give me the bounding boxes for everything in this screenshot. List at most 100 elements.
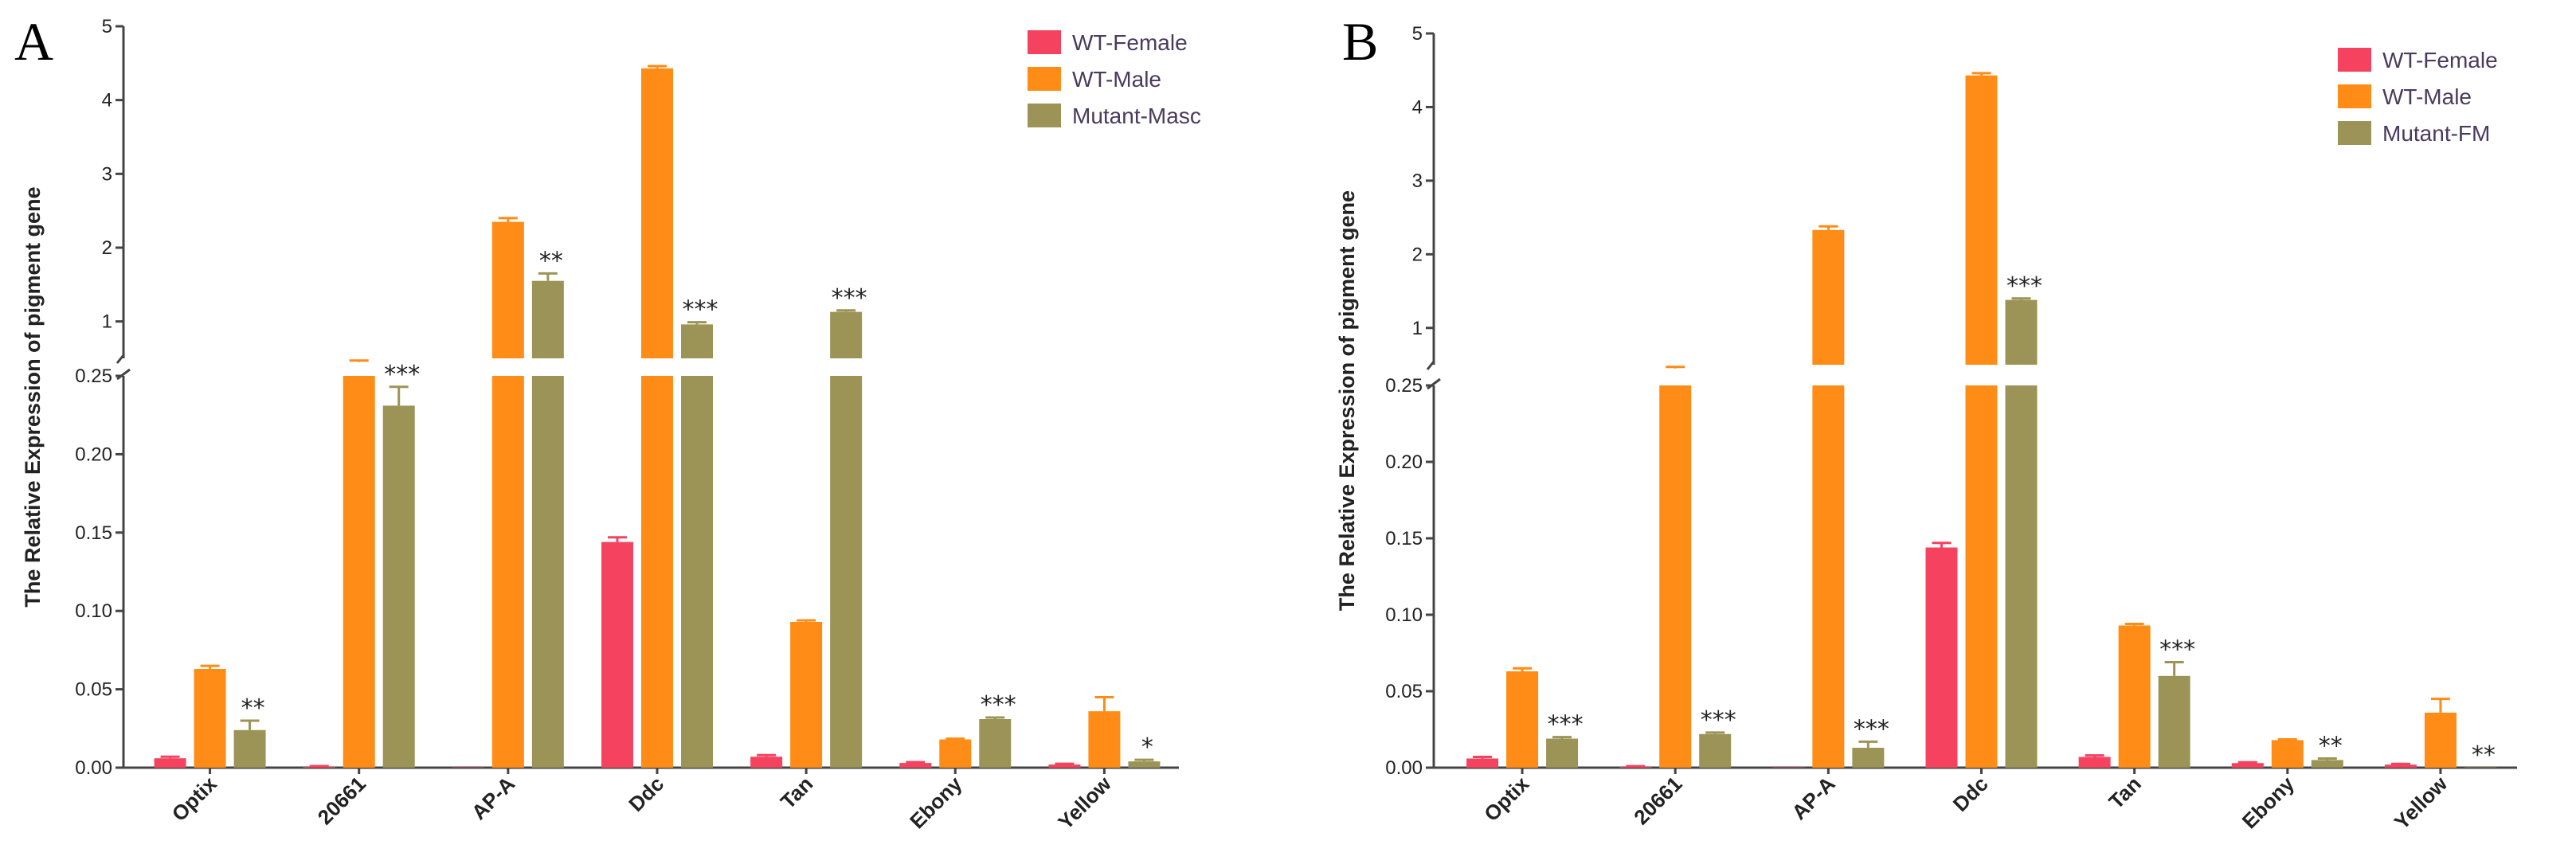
bar-wt-male [641, 376, 673, 768]
significance-label: ** [2472, 741, 2496, 769]
y-tick-label: 0.00 [75, 757, 112, 779]
bar-wt-female [1466, 758, 1499, 768]
y-tick-label: 0.20 [1385, 452, 1423, 473]
panel-label: A [14, 11, 53, 72]
y-tick-label: 0.25 [1385, 375, 1423, 397]
y-tick-label: 0.10 [1385, 604, 1423, 626]
y-tick-label: 0.15 [1385, 528, 1423, 549]
legend-label: Mutant-Masc [1072, 104, 1201, 128]
y-tick-label: 2 [1412, 244, 1423, 265]
bar-wt-male [343, 376, 375, 768]
bar-mutant [233, 729, 266, 768]
bar-mutant [979, 718, 1012, 768]
bar-wt-male [2424, 712, 2457, 768]
y-tick-label: 0.05 [1385, 681, 1423, 702]
y-tick-label: 3 [1412, 170, 1423, 192]
bar-wt-female [750, 757, 783, 768]
y-axis-label: The Relative Expression of pigment gene [21, 186, 45, 607]
bar-mutant-upper [830, 311, 863, 358]
x-tick-label: 20661 [1629, 772, 1686, 829]
significance-label: *** [2006, 272, 2042, 300]
y-tick-label: 1 [102, 311, 112, 333]
x-tick-label: Optix [167, 772, 222, 827]
bar-wt-male [194, 669, 226, 768]
bar-mutant [2311, 760, 2343, 768]
y-tick-label: 5 [102, 16, 112, 37]
significance-label: *** [384, 361, 420, 389]
legend-label: WT-Female [1072, 30, 1188, 55]
significance-label: *** [832, 284, 867, 312]
axis-break-mark [1426, 361, 1435, 370]
y-axis-label: The Relative Expression of pigment gene [1335, 190, 1359, 611]
bar-wt-male-upper [1812, 229, 1845, 365]
bar-mutant [681, 376, 713, 768]
bar-wt-male-upper [641, 68, 673, 358]
bar-wt-male [1659, 385, 1692, 768]
bar-mutant [2158, 675, 2190, 768]
bar-wt-male-upper [1965, 75, 1998, 366]
bar-mutant [830, 376, 863, 768]
legend-swatch-mutant [1028, 104, 1061, 127]
legend-swatch-wt-female [1028, 30, 1061, 54]
significance-label: *** [1548, 711, 1584, 739]
y-tick-label: 2 [102, 237, 112, 259]
legend-swatch-wt-male [2338, 84, 2371, 108]
bar-wt-female [154, 758, 186, 768]
bar-wt-female [1048, 764, 1081, 768]
x-tick-label: Yellow [2390, 771, 2453, 834]
x-tick-label: Tan [2104, 772, 2146, 814]
bar-wt-male-upper [491, 221, 524, 358]
x-tick-label: Tan [776, 772, 818, 814]
y-tick-label: 4 [1412, 96, 1423, 118]
legend-swatch-wt-male [1028, 67, 1061, 91]
y-tick-label: 3 [102, 163, 112, 185]
bar-mutant-upper [2005, 299, 2038, 365]
legend-swatch-wt-female [2338, 48, 2371, 72]
panel-label: B [1342, 11, 1378, 72]
bar-mutant-upper [531, 280, 564, 358]
significance-label: ** [241, 694, 265, 722]
legend-label: Mutant-FM [2382, 121, 2490, 146]
significance-label: ** [2319, 732, 2343, 760]
bar-mutant [1546, 738, 1579, 768]
bar-mutant [1128, 761, 1161, 768]
x-tick-label: Optix [1479, 772, 1534, 827]
legend-label: WT-Male [1072, 67, 1161, 92]
bar-wt-male [1506, 671, 1539, 768]
x-tick-label: AP-A [1787, 772, 1839, 824]
bar-wt-male [2118, 625, 2151, 768]
significance-label: * [1141, 733, 1153, 761]
x-tick-label: Yellow [1053, 771, 1116, 834]
bar-mutant [382, 405, 415, 768]
axis-break-mark [116, 368, 131, 381]
bar-wt-male [491, 376, 524, 768]
significance-label: *** [1854, 715, 1889, 743]
bar-wt-male [1965, 385, 1998, 768]
bar-mutant [2005, 385, 2038, 768]
bar-wt-male [790, 621, 823, 768]
y-tick-label: 0.10 [75, 600, 112, 622]
bar-mutant [1852, 748, 1885, 768]
x-tick-label: Ddc [624, 772, 668, 816]
bar-wt-female [2231, 763, 2264, 768]
y-tick-label: 0.00 [1385, 757, 1423, 779]
bar-wt-male [1812, 385, 1845, 768]
significance-label: ** [539, 247, 563, 275]
x-tick-label: AP-A [467, 772, 519, 824]
y-tick-label: 4 [102, 90, 112, 111]
y-tick-label: 1 [1412, 318, 1423, 339]
significance-label: *** [981, 691, 1016, 719]
bar-wt-male [2271, 740, 2304, 768]
axis-break-mark [1427, 377, 1441, 390]
bar-wt-male [1088, 711, 1121, 768]
bar-wt-female [899, 763, 932, 768]
legend-label: WT-Male [2382, 84, 2472, 109]
bar-wt-female [1925, 547, 1958, 768]
x-tick-label: 20661 [313, 772, 370, 829]
bar-wt-female [2384, 764, 2417, 768]
significance-label: *** [2159, 636, 2195, 664]
significance-label: *** [1701, 706, 1736, 734]
bar-wt-female [2078, 757, 2111, 768]
y-tick-label: 0.15 [75, 522, 112, 544]
